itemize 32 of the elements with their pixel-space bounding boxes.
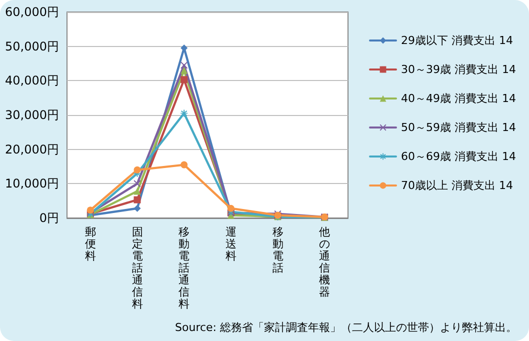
x-tick-label: 郵便料 [84, 226, 96, 262]
y-tick-label: 60,000円 [5, 5, 59, 19]
y-tick-label: 40,000円 [5, 74, 59, 88]
point [134, 166, 141, 174]
legend-label: 60～69歳 消費支出 14 [401, 150, 516, 163]
legend-label: 30～39歳 消費支出 14 [401, 63, 516, 76]
point [134, 180, 141, 188]
point [180, 161, 188, 168]
point [134, 188, 141, 195]
y-tick-label: 10,000円 [5, 176, 59, 191]
x-tick-label: 移動電話 [272, 226, 284, 274]
point [180, 76, 188, 84]
legend-label: 29歳以下 消費支出 14 [401, 34, 514, 47]
source-note: Source: 総務省「家計調査年報」（二人以上の世帯）より弊社算出。 [175, 321, 517, 334]
x-tick-label: 運送料 [225, 226, 236, 262]
point [86, 206, 94, 214]
y-tick-label: 0円 [39, 211, 59, 225]
y-tick-label: 20,000円 [5, 142, 59, 156]
point [180, 110, 188, 117]
x-tick-label: 固定電話通信料 [132, 226, 143, 310]
point [134, 196, 141, 204]
point [134, 204, 141, 212]
x-tick-label: 移動電話通信料 [178, 226, 190, 310]
legend-label: 50～59歳 消費支出 14 [401, 121, 516, 134]
point [227, 204, 234, 212]
point [180, 62, 188, 69]
y-tick-label: 50,000円 [5, 39, 59, 54]
x-tick-label: 他の通信機器 [319, 226, 330, 298]
y-tick-label: 30,000円 [5, 108, 59, 122]
legend-label: 40～49歳 消費支出 14 [401, 92, 516, 105]
legend-label: 70歳以上 消費支出 14 [401, 179, 514, 192]
point [180, 66, 188, 74]
